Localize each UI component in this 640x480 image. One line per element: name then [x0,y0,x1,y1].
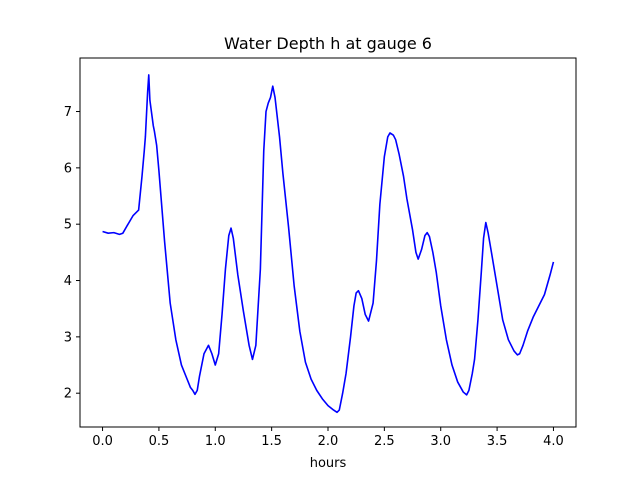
x-tick-label: 1.0 [205,434,226,449]
x-axis-label: hours [310,456,347,471]
y-tick-label: 2 [64,387,72,402]
x-tick-label: 1.5 [261,434,282,449]
x-tick-label: 0.0 [92,434,113,449]
y-tick-label: 3 [64,330,72,345]
x-tick-label: 3.0 [430,434,451,449]
axis-ticks: 0.0 0.5 1.0 1.5 2.0 2.5 3.0 3.5 4.0 2 3 4 5 6 7 [64,105,564,449]
plot-frame [79,57,577,428]
y-tick-label: 6 [64,161,72,176]
y-tick-label: 4 [64,274,72,289]
x-tick-label: 4.0 [543,434,564,449]
chart-title: Water Depth h at gauge 6 [224,34,432,53]
y-tick-label: 5 [64,218,72,233]
plot-area [102,74,555,414]
x-tick-label: 3.5 [487,434,508,449]
x-tick-label: 2.0 [318,434,339,449]
x-tick-label: 0.5 [149,434,170,449]
series-line-0 [102,74,555,414]
x-tick-label: 2.5 [374,434,395,449]
y-tick-label: 7 [64,105,72,120]
